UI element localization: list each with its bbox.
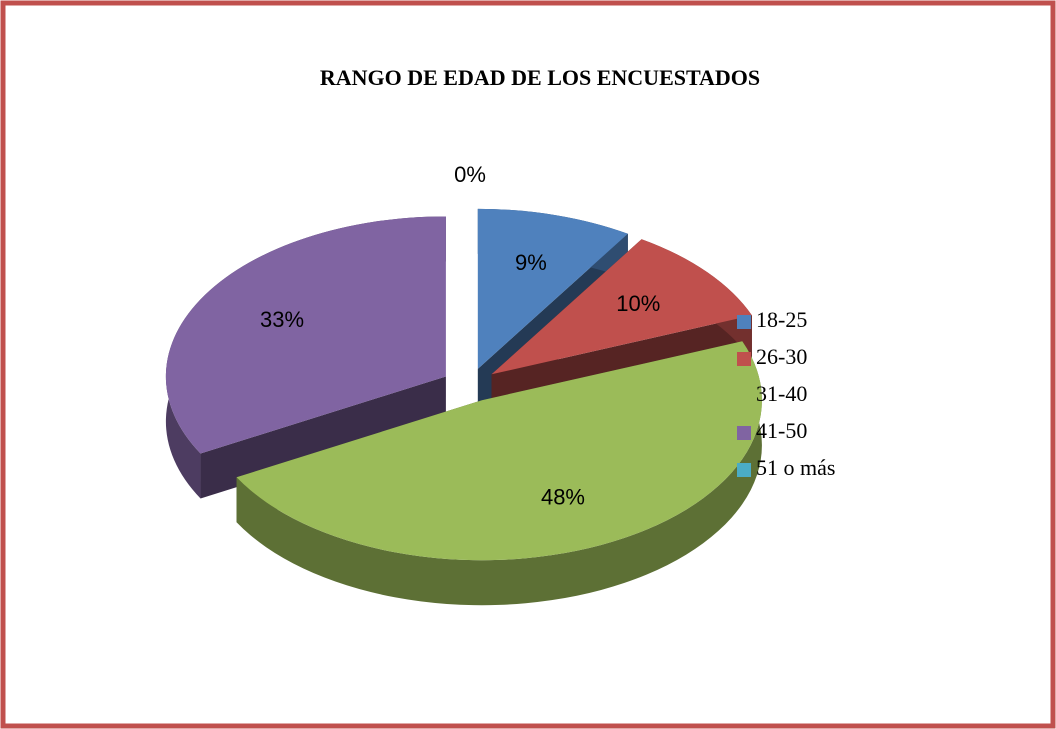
legend-swatch — [737, 426, 751, 440]
slice-top — [491, 239, 752, 375]
legend-swatch — [737, 389, 751, 403]
slice-top — [477, 208, 628, 369]
chart-title: RANGO DE EDAD DE LOS ENCUESTADOS — [320, 65, 760, 90]
legend-swatch — [737, 315, 751, 329]
legend-label: 51 o más — [756, 455, 835, 480]
legend-swatch — [737, 463, 751, 477]
data-label: 0% — [454, 162, 486, 187]
slice — [165, 216, 446, 499]
slice-top — [165, 216, 446, 454]
pie — [165, 208, 762, 606]
slice-top — [236, 341, 762, 561]
legend-label: 31-40 — [756, 381, 807, 406]
data-label: 9% — [515, 250, 547, 275]
legend-label: 18-25 — [756, 307, 807, 332]
data-label: 10% — [616, 291, 660, 316]
legend-swatch — [737, 352, 751, 366]
legend-label: 26-30 — [756, 344, 807, 369]
legend-label: 41-50 — [756, 418, 807, 443]
data-label: 33% — [260, 307, 304, 332]
slice-side — [236, 341, 762, 606]
slice-wall — [200, 376, 446, 499]
slice — [236, 341, 762, 606]
data-label: 48% — [541, 484, 585, 509]
